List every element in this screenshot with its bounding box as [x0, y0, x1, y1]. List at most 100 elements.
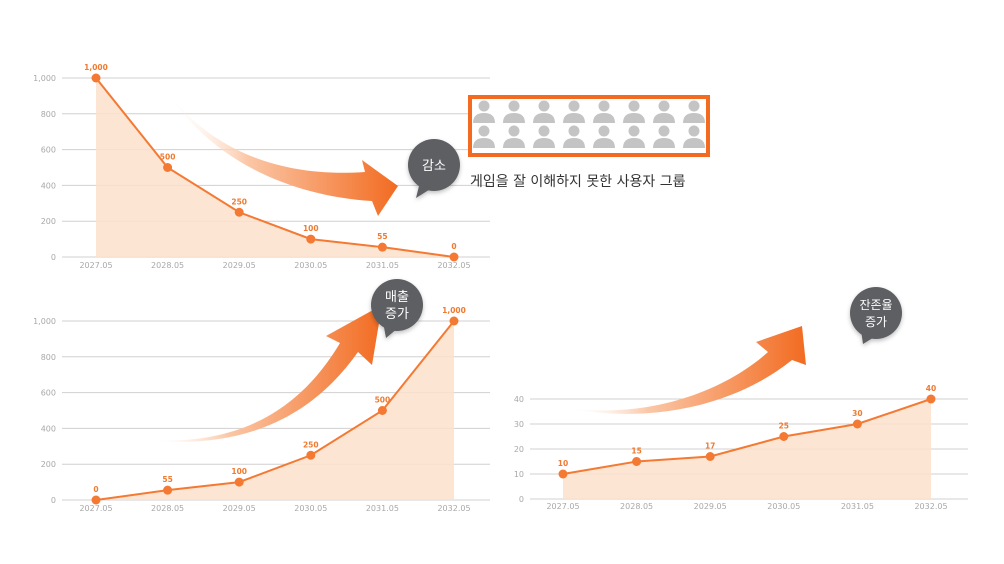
data-point [926, 394, 936, 404]
revenue-bubble-label-line2: 증가 [385, 307, 409, 322]
y-tick-label: 40 [514, 395, 524, 404]
data-label: 25 [779, 422, 789, 431]
person-icon [593, 100, 615, 123]
data-point [163, 485, 173, 495]
data-label: 15 [631, 447, 641, 456]
person-icon [473, 100, 495, 123]
data-point [705, 452, 715, 461]
retention-chart: 0 10 20 30 40 10 2027.05 15 2028.05 17 2029.05 25 20… [514, 384, 968, 511]
data-point [306, 234, 316, 244]
y-tick-label: 600 [41, 389, 56, 398]
x-tick-label: 2027.05 [79, 261, 112, 270]
data-point [91, 73, 101, 83]
data-label: 0 [451, 242, 456, 251]
data-point [779, 432, 789, 441]
retention-bubble [850, 287, 902, 344]
data-label: 1,000 [84, 63, 108, 72]
data-label: 500 [160, 153, 176, 162]
decrease-bubble [408, 139, 460, 198]
person-icon [563, 125, 585, 148]
revenue-bubble-label-line1: 매출 [385, 290, 409, 305]
x-tick-label: 2031.05 [366, 261, 399, 270]
data-label: 1,000 [442, 306, 466, 315]
series-line [562, 398, 932, 475]
x-tick-label: 2029.05 [223, 261, 256, 270]
data-point [377, 406, 387, 415]
data-label: 40 [926, 384, 936, 393]
x-tick-label: 2028.05 [620, 502, 653, 511]
decrease-chart: 0 200 400 600 800 1,000 1,000 2027.05 500 2028.05… [33, 63, 490, 270]
x-tick-label: 2030.05 [767, 502, 800, 511]
person-icon [533, 125, 555, 148]
x-tick-label: 2031.05 [366, 504, 399, 513]
data-point [852, 419, 862, 429]
data-label: 250 [231, 197, 247, 206]
x-tick-label: 2031.05 [841, 502, 874, 511]
data-point [449, 316, 459, 326]
x-tick-label: 2030.05 [294, 261, 327, 270]
y-tick-label: 1,000 [33, 317, 56, 326]
person-icon [503, 125, 525, 148]
data-label: 500 [375, 396, 391, 405]
retention-bubble-label-line2: 증가 [865, 315, 887, 329]
person-icon [533, 100, 555, 123]
person-icon [623, 125, 645, 148]
x-tick-label: 2028.05 [151, 504, 184, 513]
data-point [632, 457, 642, 466]
user-group-grid [473, 100, 705, 148]
y-tick-label: 400 [41, 181, 56, 190]
person-icon [683, 125, 705, 148]
person-icon [653, 100, 675, 123]
retention-increase-arrow [563, 326, 806, 414]
y-tick-label: 200 [41, 217, 56, 226]
person-icon [563, 100, 585, 123]
area-fill [563, 399, 931, 499]
series-line [95, 77, 455, 258]
y-tick-label: 800 [41, 110, 56, 119]
user-group-caption: 게임을 잘 이해하지 못한 사용자 그룹 [470, 174, 686, 190]
x-tick-label: 2029.05 [694, 502, 727, 511]
revenue-chart: 0 200 400 600 800 1,000 0 2027.05 55 2028.05 100 20… [33, 306, 490, 513]
data-label: 100 [231, 467, 247, 476]
x-tick-label: 2032.05 [437, 261, 470, 270]
y-tick-label: 0 [51, 253, 56, 262]
y-tick-label: 0 [519, 495, 524, 504]
revenue-increase-arrow [145, 305, 382, 442]
person-icon [623, 100, 645, 123]
data-point [377, 242, 387, 252]
data-point [91, 495, 101, 505]
y-tick-label: 20 [514, 445, 524, 454]
data-label: 100 [303, 224, 319, 233]
data-point [234, 477, 244, 487]
series-line [95, 320, 455, 501]
decrease-arrow [166, 90, 398, 216]
person-icon [473, 125, 495, 148]
y-tick-label: 800 [41, 353, 56, 362]
data-label: 55 [162, 475, 172, 484]
data-label: 17 [705, 442, 715, 451]
retention-bubble-label-line1: 잔존율 [859, 298, 892, 312]
data-label: 30 [852, 409, 862, 418]
person-icon [683, 100, 705, 123]
data-point [306, 450, 316, 460]
data-label: 250 [303, 440, 319, 449]
x-tick-label: 2032.05 [437, 504, 470, 513]
data-label: 55 [377, 232, 387, 241]
x-tick-label: 2029.05 [223, 504, 256, 513]
person-icon [503, 100, 525, 123]
data-label: 0 [93, 485, 98, 494]
data-point [558, 469, 568, 479]
data-point [163, 163, 173, 172]
person-icon [593, 125, 615, 148]
x-tick-label: 2027.05 [546, 502, 579, 511]
y-tick-label: 600 [41, 146, 56, 155]
area-fill [96, 321, 454, 500]
x-tick-label: 2027.05 [79, 504, 112, 513]
y-tick-label: 10 [514, 470, 524, 479]
y-tick-label: 1,000 [33, 74, 56, 83]
y-tick-label: 400 [41, 424, 56, 433]
decrease-bubble-label: 감소 [422, 159, 446, 174]
data-point [449, 252, 459, 262]
area-fill [96, 78, 454, 257]
